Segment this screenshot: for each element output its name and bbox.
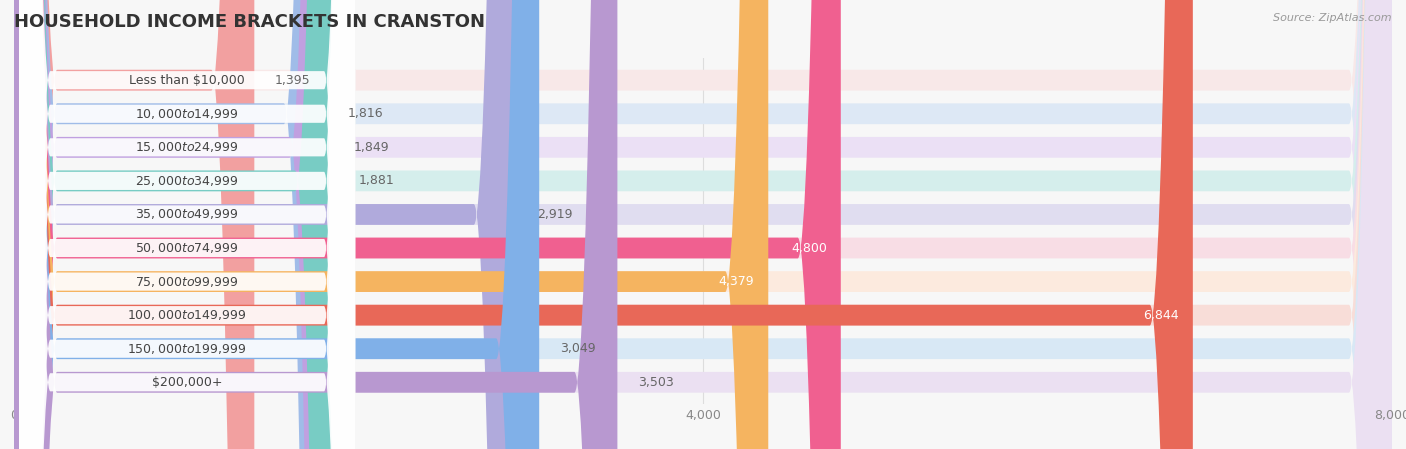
Text: 4,800: 4,800 (792, 242, 827, 255)
Text: $15,000 to $24,999: $15,000 to $24,999 (135, 141, 239, 154)
FancyBboxPatch shape (14, 0, 841, 449)
FancyBboxPatch shape (14, 0, 1392, 449)
Text: HOUSEHOLD INCOME BRACKETS IN CRANSTON: HOUSEHOLD INCOME BRACKETS IN CRANSTON (14, 13, 485, 31)
Text: 1,849: 1,849 (353, 141, 389, 154)
FancyBboxPatch shape (14, 0, 1392, 449)
Text: $100,000 to $149,999: $100,000 to $149,999 (128, 308, 247, 322)
Text: $75,000 to $99,999: $75,000 to $99,999 (135, 275, 239, 289)
FancyBboxPatch shape (14, 0, 337, 449)
FancyBboxPatch shape (14, 0, 1392, 449)
FancyBboxPatch shape (20, 0, 356, 449)
FancyBboxPatch shape (14, 0, 1392, 449)
Text: $25,000 to $34,999: $25,000 to $34,999 (135, 174, 239, 188)
Text: 6,844: 6,844 (1143, 308, 1180, 321)
Text: 2,919: 2,919 (537, 208, 574, 221)
FancyBboxPatch shape (20, 0, 356, 449)
FancyBboxPatch shape (14, 0, 1392, 449)
Text: Source: ZipAtlas.com: Source: ZipAtlas.com (1274, 13, 1392, 23)
FancyBboxPatch shape (14, 0, 1392, 449)
FancyBboxPatch shape (14, 0, 1392, 449)
FancyBboxPatch shape (14, 0, 1392, 449)
FancyBboxPatch shape (14, 0, 768, 449)
FancyBboxPatch shape (20, 0, 356, 449)
FancyBboxPatch shape (20, 0, 356, 449)
FancyBboxPatch shape (14, 0, 1392, 449)
FancyBboxPatch shape (20, 0, 356, 449)
FancyBboxPatch shape (20, 0, 356, 449)
Text: $200,000+: $200,000+ (152, 376, 222, 389)
FancyBboxPatch shape (14, 0, 517, 449)
FancyBboxPatch shape (20, 0, 356, 449)
FancyBboxPatch shape (14, 0, 254, 449)
Text: 1,881: 1,881 (359, 174, 395, 187)
FancyBboxPatch shape (14, 0, 326, 449)
FancyBboxPatch shape (14, 0, 333, 449)
Text: 1,816: 1,816 (347, 107, 382, 120)
FancyBboxPatch shape (14, 0, 540, 449)
FancyBboxPatch shape (20, 0, 356, 449)
FancyBboxPatch shape (14, 0, 1392, 449)
Text: Less than $10,000: Less than $10,000 (129, 74, 245, 87)
Text: 4,379: 4,379 (718, 275, 755, 288)
FancyBboxPatch shape (20, 0, 356, 449)
Text: $150,000 to $199,999: $150,000 to $199,999 (128, 342, 247, 356)
FancyBboxPatch shape (14, 0, 617, 449)
Text: 3,503: 3,503 (638, 376, 673, 389)
Text: $35,000 to $49,999: $35,000 to $49,999 (135, 207, 239, 221)
Text: $50,000 to $74,999: $50,000 to $74,999 (135, 241, 239, 255)
FancyBboxPatch shape (14, 0, 1192, 449)
Text: $10,000 to $14,999: $10,000 to $14,999 (135, 107, 239, 121)
Text: 1,395: 1,395 (276, 74, 311, 87)
FancyBboxPatch shape (20, 0, 356, 449)
Text: 3,049: 3,049 (560, 342, 596, 355)
